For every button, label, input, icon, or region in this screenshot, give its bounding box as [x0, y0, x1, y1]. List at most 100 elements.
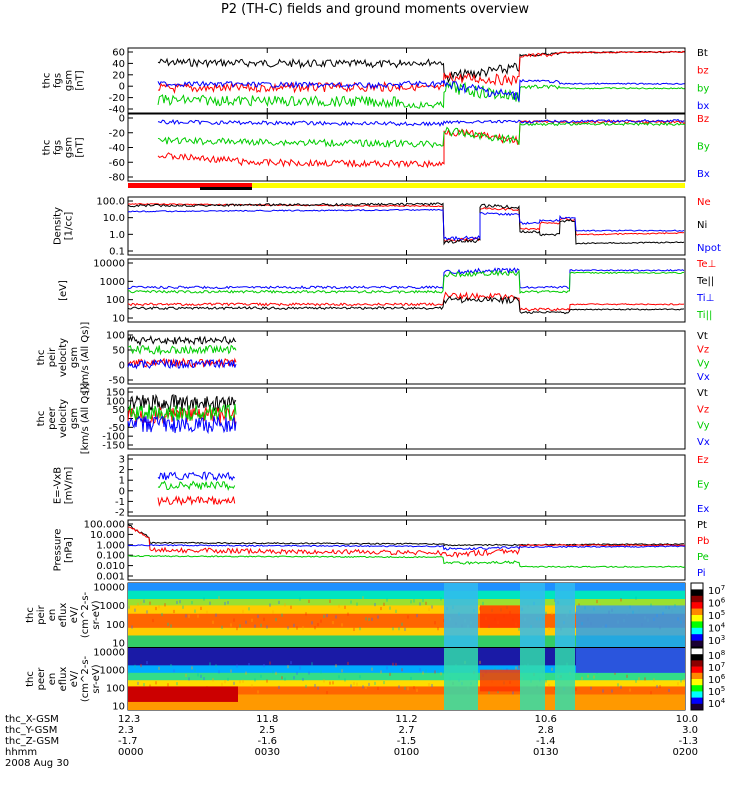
y-axis-label: fgs: [53, 73, 64, 88]
heatmap-texture: [203, 677, 205, 681]
footer-value: 2.8: [538, 725, 554, 736]
heatmap-texture: [140, 601, 142, 605]
heatmap-texture: [440, 597, 442, 601]
heatmap-texture: [644, 677, 646, 681]
heatmap-texture: [272, 610, 274, 614]
heatmap-texture: [140, 664, 142, 668]
heatmap-texture: [275, 618, 277, 622]
heatmap-texture: [341, 623, 343, 627]
y-axis-label: [nT]: [75, 70, 86, 90]
heatmap-texture: [362, 596, 364, 600]
y-tick-label: 10: [112, 314, 125, 325]
heatmap-texture: [185, 673, 187, 677]
y-tick-label: -80: [109, 173, 125, 184]
heatmap-texture: [176, 600, 178, 605]
heatmap-texture: [266, 679, 268, 683]
y-axis-label: en: [47, 673, 58, 686]
heatmap-texture: [191, 666, 193, 670]
heatmap-texture: [398, 685, 400, 689]
y-tick-label: 100: [106, 620, 125, 631]
series-line-Pt: [127, 523, 684, 547]
heatmap-texture: [299, 666, 301, 670]
heatmap-texture: [551, 611, 553, 616]
heatmap-texture: [350, 684, 352, 688]
heatmap-region: [555, 648, 575, 710]
legend-entry: Vt: [697, 388, 708, 399]
heatmap-texture: [296, 671, 298, 675]
y-tick-label: 40: [112, 59, 125, 70]
heatmap-texture: [227, 677, 229, 681]
heatmap-texture: [302, 677, 304, 682]
footer-value: -1.4: [536, 736, 556, 747]
heatmap-region: [480, 669, 520, 692]
heatmap-texture: [263, 664, 265, 668]
heatmap-texture: [194, 668, 196, 672]
colorbar-segment: [691, 634, 703, 641]
y-axis-label: [nPa]: [64, 537, 75, 563]
heatmap-texture: [545, 679, 547, 683]
heatmap-texture: [650, 691, 652, 695]
colorbar-segment: [691, 648, 703, 655]
legend-entry: bz: [697, 66, 709, 77]
colorbar-segment: [691, 703, 703, 711]
heatmap-texture: [596, 599, 598, 604]
heatmap-texture: [200, 674, 202, 678]
heatmap-texture: [290, 661, 292, 665]
colorbar-segment: [691, 608, 703, 616]
series-line-Ti||: [127, 269, 685, 294]
heatmap-texture: [659, 685, 661, 689]
footer-value: 2.3: [118, 725, 134, 736]
series-line-Pb: [127, 526, 686, 559]
heatmap-texture: [338, 675, 340, 679]
y-axis-label: gsm: [69, 408, 80, 429]
heatmap-texture: [617, 683, 619, 687]
colorbar-exponent: 7: [721, 584, 725, 592]
y-axis-label: sr-eV): [91, 600, 102, 629]
y-tick-label: 50: [112, 405, 125, 416]
heatmap-texture: [356, 602, 358, 606]
heatmap-texture: [587, 674, 589, 678]
y-axis-label: peer: [47, 406, 58, 430]
y-axis-label: velocity: [58, 399, 69, 438]
heatmap-texture: [185, 614, 187, 618]
heatmap-texture: [188, 677, 190, 681]
y-tick-label: 0: [119, 361, 125, 372]
heatmap-texture: [227, 601, 229, 605]
heatmap-texture: [143, 683, 145, 687]
heatmap-texture: [149, 601, 151, 605]
legend-entry: Bz: [697, 114, 709, 125]
heatmap-texture: [386, 598, 388, 602]
colorbar-segment: [691, 685, 703, 692]
colorbar-tick-label: 104: [708, 697, 726, 710]
heatmap-texture: [212, 678, 214, 682]
heatmap-band: [128, 590, 685, 600]
series-line-Te⊥: [127, 291, 685, 312]
footer-value: 2.7: [399, 725, 415, 736]
heatmap-texture: [221, 625, 223, 629]
heatmap-texture: [248, 607, 250, 611]
y-tick-label: 1: [119, 476, 125, 487]
heatmap-texture: [335, 615, 337, 619]
heatmap-texture: [314, 626, 316, 630]
y-axis-label: Density: [53, 207, 64, 245]
heatmap-texture: [548, 627, 550, 631]
heatmap-texture: [416, 688, 418, 692]
series-line-by: [157, 81, 685, 109]
heatmap-texture: [380, 670, 382, 674]
heatmap-texture: [278, 685, 280, 689]
heatmap-texture: [329, 599, 331, 603]
heatmap-texture: [209, 662, 211, 666]
y-axis-label: [nT]: [75, 137, 86, 157]
heatmap-texture: [242, 679, 244, 683]
heatmap-texture: [479, 660, 481, 664]
chart-title: P2 (TH-C) fields and ground moments over…: [220, 2, 530, 17]
heatmap-texture: [257, 614, 259, 618]
heatmap-region: [520, 583, 545, 647]
heatmap-texture: [422, 598, 424, 603]
y-tick-label: 10000: [93, 648, 125, 659]
colorbar-tick-label: 103: [708, 634, 725, 647]
series-line-Bx: [157, 118, 685, 127]
heatmap-texture: [437, 627, 439, 631]
heatmap-texture: [320, 619, 322, 623]
heatmap-texture: [356, 682, 358, 686]
